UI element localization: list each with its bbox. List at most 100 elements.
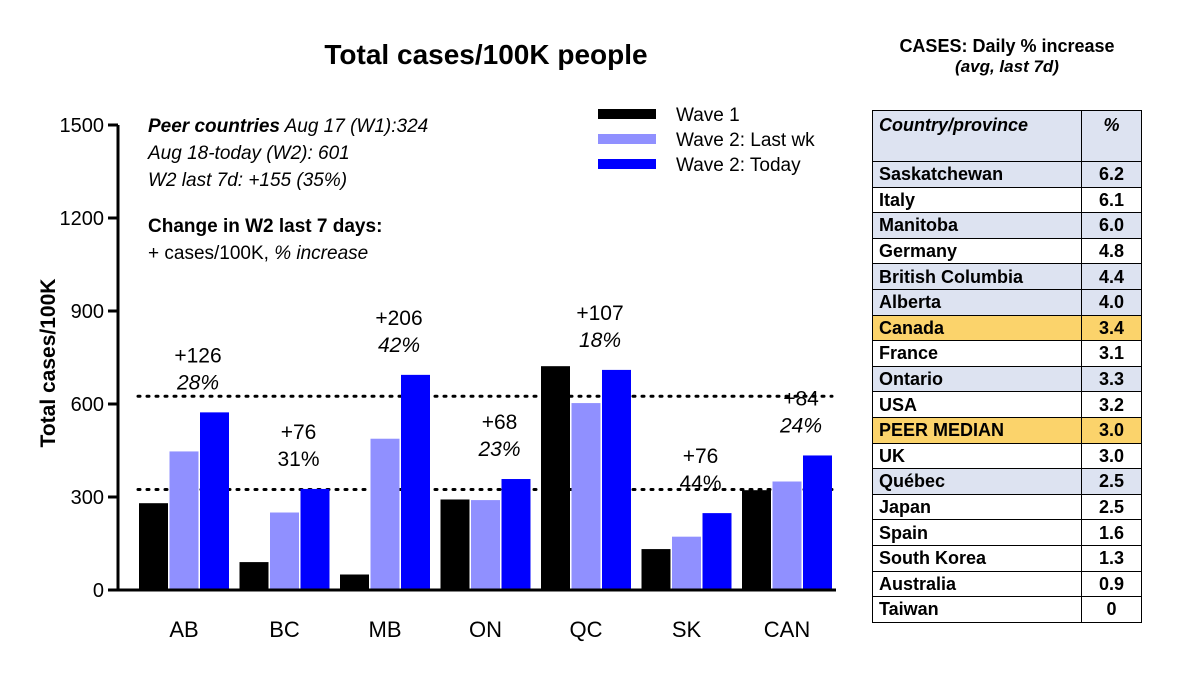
annotation-change: +126	[174, 344, 221, 367]
table-body: Saskatchewan 6.2 Italy 6.1 Manitoba 6.0 German…	[872, 161, 1142, 623]
x-tick-label: MB	[369, 617, 402, 642]
table-cell-country: Canada	[872, 314, 1082, 342]
table-cell-country: Australia	[872, 570, 1082, 598]
table-cell-country: UK	[872, 442, 1082, 470]
annotation-pct: 28%	[176, 371, 219, 394]
table-cell-pct: 3.0	[1081, 416, 1142, 444]
y-tick-label: 1500	[60, 115, 105, 137]
table-cell-pct: 3.3	[1081, 365, 1142, 393]
bar	[471, 500, 500, 590]
daily-increase-table: Country/province % Saskatchewan 6.2 Italy 6…	[872, 110, 1142, 623]
table-subtitle: (avg, last 7d)	[955, 57, 1059, 76]
table-cell-pct: 0	[1081, 596, 1142, 623]
bar	[239, 562, 269, 590]
bar	[772, 481, 802, 590]
bar	[641, 549, 671, 590]
bar	[602, 369, 631, 590]
table-row: Taiwan 0	[872, 596, 1142, 623]
table-cell-country: Alberta	[872, 288, 1082, 316]
annotation-pct: 24%	[779, 414, 822, 437]
y-tick-label: 600	[71, 394, 104, 416]
axes	[116, 125, 836, 592]
bar	[200, 412, 229, 590]
annotation-change: +84	[783, 387, 819, 410]
peer-last7: W2 last 7d: +155 (35%)	[148, 170, 347, 191]
table-row: PEER MEDIAN 3.0	[872, 416, 1142, 444]
table-cell-country: Spain	[872, 519, 1082, 546]
bar	[370, 438, 400, 590]
table-cell-country: France	[872, 340, 1082, 367]
table-row: Canada 3.4	[872, 314, 1142, 342]
table-cell-pct: 2.5	[1081, 493, 1142, 521]
table-row: Manitoba 6.0	[872, 212, 1142, 239]
table-row: USA 3.2	[872, 391, 1142, 418]
legend-label-wave2-today: Wave 2: Today	[676, 155, 801, 176]
reference-lines	[136, 394, 834, 492]
table-cell-pct: 4.8	[1081, 237, 1142, 265]
table-row: Germany 4.8	[872, 237, 1142, 265]
table-row: Spain 1.6	[872, 519, 1142, 546]
daily-increase-panel: CASES: Daily % increase (avg, last 7d) C…	[872, 36, 1142, 623]
table-cell-pct: 1.3	[1081, 544, 1142, 572]
table-row: France 3.1	[872, 340, 1142, 367]
annotation-pct: 42%	[378, 334, 420, 357]
bar	[742, 490, 771, 590]
table-cell-pct: 3.1	[1081, 340, 1142, 367]
y-tick-label: 1200	[60, 208, 105, 230]
annotation-pct: 31%	[277, 448, 319, 471]
table-cell-country: USA	[872, 391, 1082, 418]
y-axis-ticks: 0 300 600 900 1200 1500	[60, 115, 118, 602]
bar	[300, 488, 330, 590]
table-row: Ontario 3.3	[872, 365, 1142, 393]
annotation-change: +107	[576, 302, 623, 325]
change-heading: Change in W2 last 7 days:	[148, 216, 382, 237]
bar	[270, 512, 299, 590]
table-cell-pct: 6.0	[1081, 212, 1142, 239]
bar	[440, 499, 470, 590]
y-tick-label: 900	[71, 301, 104, 323]
table-row: Alberta 4.0	[872, 288, 1142, 316]
table-cell-pct: 2.5	[1081, 468, 1142, 495]
table-cell-country: Japan	[872, 493, 1082, 521]
table-row: South Korea 1.3	[872, 544, 1142, 572]
bar	[541, 366, 570, 590]
bar-chart: Total cases/100K people Total cases/100K…	[37, 39, 836, 642]
annotation-change: +68	[482, 411, 518, 434]
peer-line-1: Peer countries Aug 17 (W1):324	[148, 116, 428, 137]
x-tick-label: BC	[269, 617, 300, 642]
bar	[501, 479, 531, 590]
bar	[139, 503, 168, 590]
change-subheading: + cases/100K, % increase	[148, 243, 368, 264]
annotation-pct: 18%	[579, 329, 621, 352]
x-tick-label: ON	[469, 617, 502, 642]
bar	[169, 451, 199, 590]
table-row: British Columbia 4.4	[872, 263, 1142, 290]
legend-label-wave2-last-wk: Wave 2: Last wk	[676, 130, 815, 151]
table-header-row: Country/province %	[872, 110, 1142, 162]
change-sub-italic: % increase	[274, 243, 368, 264]
bar	[401, 374, 430, 590]
peer-w2: Aug 18-today (W2): 601	[147, 143, 350, 164]
table-cell-country: Germany	[872, 237, 1082, 265]
table-cell-country: Manitoba	[872, 212, 1082, 239]
table-cell-pct: 6.2	[1081, 161, 1142, 188]
x-tick-label: CAN	[764, 617, 810, 642]
table-cell-pct: 4.0	[1081, 288, 1142, 316]
peer-label: Peer countries	[148, 116, 280, 137]
bar-annotations: +126 28% +76 31% +206 42% +68 23% +107 18% +76 44% +…	[174, 302, 822, 495]
bar	[571, 403, 601, 590]
bar	[672, 536, 701, 590]
legend-label-wave1: Wave 1	[676, 105, 740, 126]
bar	[702, 513, 732, 590]
table-cell-country: Taiwan	[872, 596, 1082, 623]
peer-w1: Aug 17 (W1):324	[280, 116, 428, 137]
bar-series	[139, 366, 832, 590]
table-cell-pct: 3.4	[1081, 314, 1142, 342]
table-cell-pct: 3.2	[1081, 391, 1142, 418]
chart-title: Total cases/100K people	[324, 39, 647, 70]
bar	[340, 574, 369, 590]
x-tick-label: AB	[169, 617, 198, 642]
table-cell-country: British Columbia	[872, 263, 1082, 290]
table-cell-country: Ontario	[872, 365, 1082, 393]
legend-swatch-wave2-last-wk	[598, 134, 656, 144]
